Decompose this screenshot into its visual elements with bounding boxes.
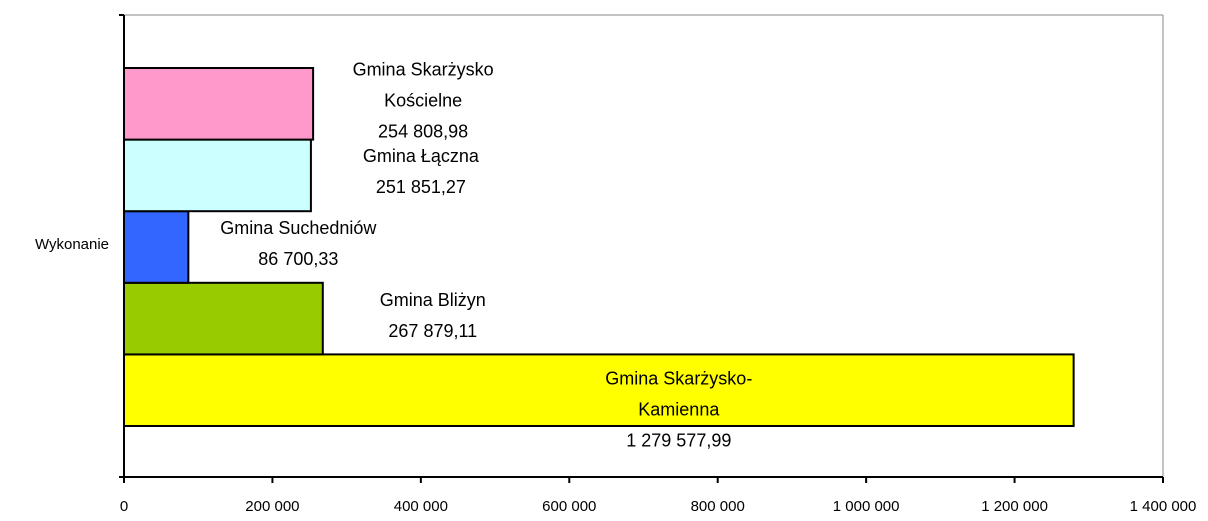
data-label-value: 1 279 577,99: [626, 430, 732, 451]
bar: [123, 67, 315, 141]
data-label: Gmina Suchedniów 86 700,33: [198, 213, 398, 275]
x-tick-label: 400 000: [394, 498, 448, 515]
bar: [123, 210, 190, 284]
data-label: Gmina Skarżysko Kościelne 254 808,98: [323, 54, 523, 147]
data-label-value: 254 808,98: [378, 121, 469, 142]
data-label-name: Gmina Skarżysko Kościelne: [352, 59, 494, 111]
x-tick-label: 600 000: [542, 498, 596, 515]
data-label-name: Gmina Łączna: [362, 146, 479, 167]
bar: [123, 353, 1075, 427]
x-tick-label: 1 200 000: [981, 498, 1048, 515]
x-tick-label: 1 000 000: [833, 498, 900, 515]
data-label-value: 251 851,27: [375, 177, 466, 198]
data-label: Gmina Bliżyn 267 879,11: [333, 285, 533, 347]
data-label-name: Gmina Skarżysko-Kamienna: [605, 368, 753, 420]
data-label-name: Gmina Suchedniów: [220, 218, 377, 238]
x-tick-label: 200 000: [245, 498, 299, 515]
data-label-value: 267 879,11: [388, 320, 478, 341]
category-label: Wykonanie: [35, 236, 109, 253]
bar: [123, 138, 312, 213]
x-tick-label: 0: [120, 498, 128, 515]
bar: [123, 281, 324, 356]
x-tick-label: 1 400 000: [1130, 498, 1197, 515]
data-label: Gmina Skarżysko-Kamienna 1 279 577,99: [579, 364, 779, 457]
x-tick-label: 800 000: [691, 498, 745, 515]
data-label-name: Gmina Bliżyn: [379, 289, 486, 310]
data-label: Gmina Łączna 251 851,27: [321, 141, 521, 203]
data-label-value: 86 700,33: [258, 249, 339, 269]
